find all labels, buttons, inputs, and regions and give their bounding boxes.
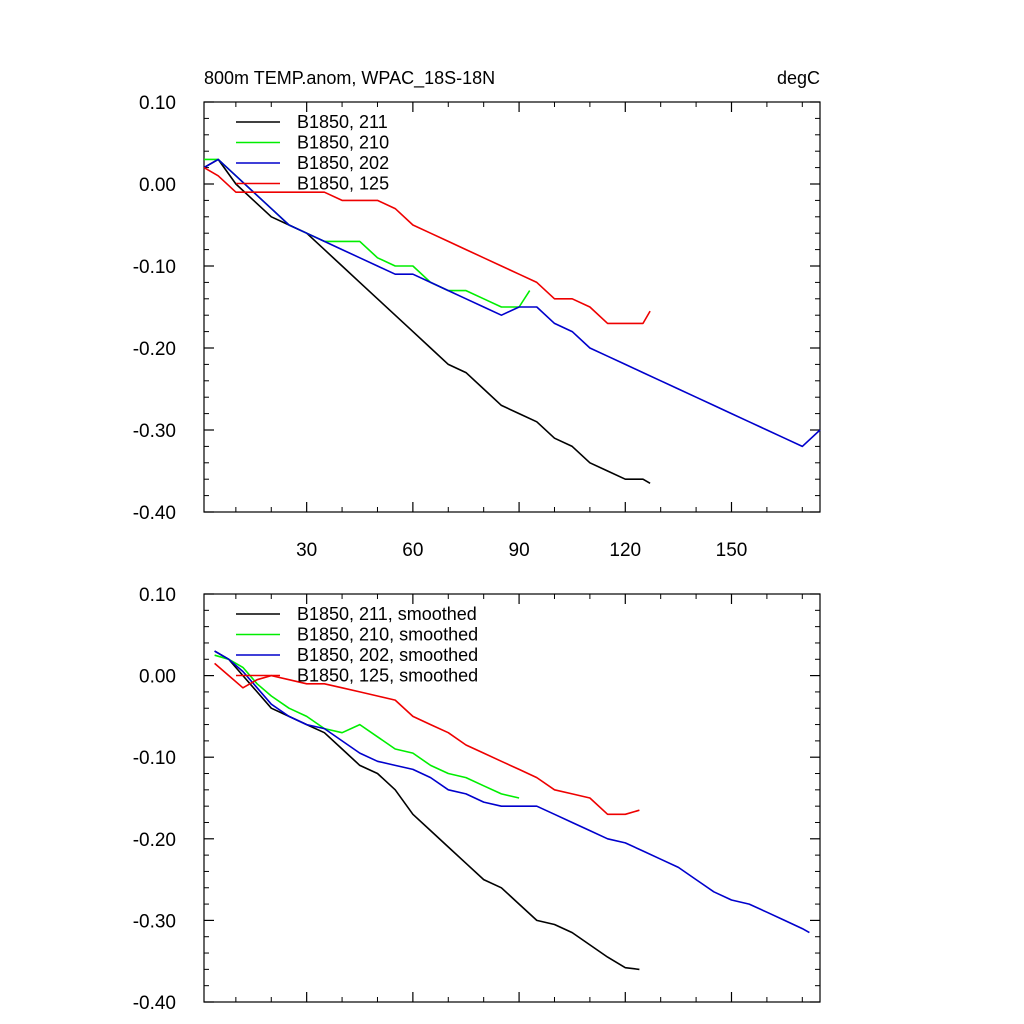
bottom-y-tick-label: -0.30 — [133, 911, 176, 932]
bottom-panel: 0.10 0.00 -0.10 -0.20 -0.30 -0.40 B1850, 211, … — [133, 585, 821, 1014]
chart-units: degC — [777, 68, 820, 88]
top-x-tick-label: 30 — [296, 540, 317, 561]
top-x-tick-label: 60 — [402, 540, 423, 561]
top-legend-label-1: B1850, 210 — [297, 133, 389, 153]
bottom-series-line-3 — [214, 662, 640, 816]
top-series-line-0 — [203, 158, 651, 484]
top-y-tick-label: -0.40 — [133, 503, 176, 524]
bottom-y-tick-label: 0.10 — [139, 585, 176, 606]
bottom-y-tick-label: -0.10 — [133, 748, 176, 769]
bottom-y-tick-label: -0.40 — [133, 993, 176, 1014]
top-x-tick-label: 120 — [609, 540, 641, 561]
chart-title: 800m TEMP.anom, WPAC_18S-18N — [204, 68, 495, 89]
bottom-legend-label-1: B1850, 210, smoothed — [297, 625, 478, 645]
bottom-y-tick-label: -0.20 — [133, 830, 176, 851]
top-series-line-2 — [203, 158, 821, 448]
top-x-tick-label: 90 — [509, 540, 530, 561]
bottom-series-line-1 — [214, 654, 520, 799]
bottom-legend-label-0: B1850, 211, smoothed — [297, 604, 477, 624]
top-plot-frame — [203, 101, 821, 513]
top-y-tick-label: -0.10 — [133, 257, 176, 278]
bottom-series-line-0 — [214, 650, 640, 971]
top-y-tick-label: -0.30 — [133, 421, 176, 442]
top-panel: 0.10 0.00 -0.10 -0.20 -0.30 -0.40 30 60 90 120 150… — [133, 93, 821, 561]
top-legend-label-0: B1850, 211 — [297, 112, 388, 132]
top-y-tick-label: 0.00 — [139, 175, 176, 196]
top-legend-label-2: B1850, 202 — [297, 153, 389, 173]
top-series-line-3 — [203, 166, 651, 325]
bottom-plot-frame — [203, 593, 821, 1003]
bottom-series-line-2 — [214, 650, 810, 934]
top-x-tick-label: 150 — [716, 540, 748, 561]
top-y-tick-label: 0.10 — [139, 93, 176, 114]
top-y-tick-label: -0.20 — [133, 339, 176, 360]
top-legend-label-3: B1850, 125 — [297, 174, 389, 194]
bottom-legend-label-3: B1850, 125, smoothed — [297, 666, 478, 686]
bottom-legend-label-2: B1850, 202, smoothed — [297, 645, 478, 665]
bottom-y-tick-label: 0.00 — [139, 667, 176, 688]
